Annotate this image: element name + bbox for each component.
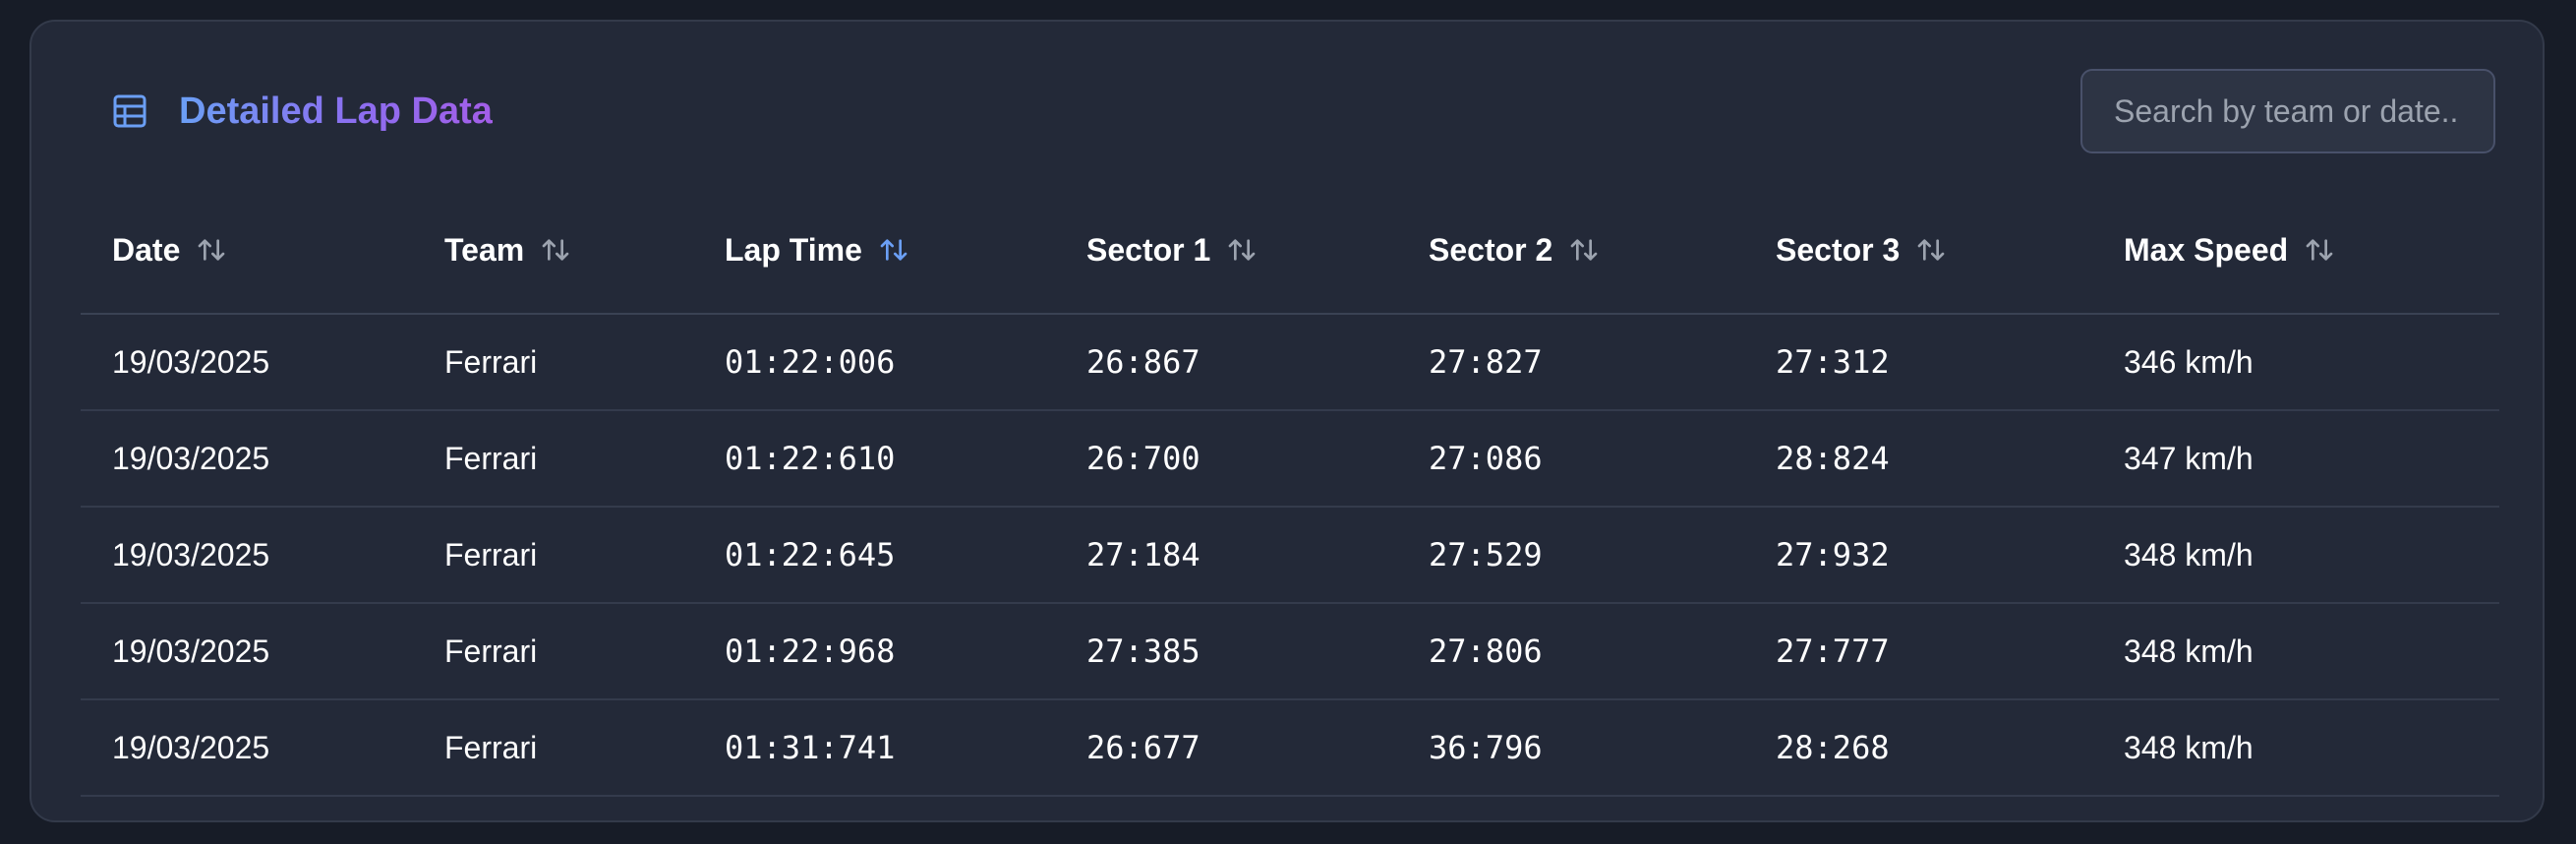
cell-sector2: 27:086 bbox=[1397, 410, 1744, 508]
cell-sector1: 26:867 bbox=[1055, 314, 1397, 411]
cell-lap-time: 01:31:741 bbox=[693, 699, 1055, 797]
cell-date: 19/03/2025 bbox=[81, 314, 413, 411]
lap-data-card: Detailed Lap Data Date Team Lap Time Sector… bbox=[29, 20, 2545, 822]
column-header-max-speed[interactable]: Max Speed bbox=[2092, 187, 2499, 315]
table-row[interactable]: 19/03/2025 Ferrari 01:22:610 26:700 27:086 28… bbox=[81, 410, 2499, 508]
cell-lap-time: 01:22:645 bbox=[693, 507, 1055, 604]
cell-sector3: 27:312 bbox=[1744, 314, 2092, 411]
column-header-date[interactable]: Date bbox=[81, 187, 413, 315]
lap-data-table: Date Team Lap Time Sector 1 Sector 2 Sector 3… bbox=[81, 187, 2499, 797]
table-row[interactable]: 19/03/2025 Ferrari 01:22:645 27:184 27:529 27… bbox=[81, 507, 2499, 604]
column-header-label: Date bbox=[112, 231, 181, 268]
cell-sector2: 36:796 bbox=[1397, 699, 1744, 797]
search-input[interactable] bbox=[2080, 69, 2495, 153]
column-header-label: Sector 3 bbox=[1776, 231, 1901, 268]
cell-team: Ferrari bbox=[413, 603, 693, 700]
column-header-sector3[interactable]: Sector 3 bbox=[1744, 187, 2092, 315]
column-header-inner: Sector 1 bbox=[1086, 232, 1258, 269]
cell-date: 19/03/2025 bbox=[81, 507, 413, 604]
column-header-label: Max Speed bbox=[2124, 231, 2289, 268]
column-header-label: Team bbox=[444, 231, 525, 268]
cell-date: 19/03/2025 bbox=[81, 603, 413, 700]
cell-date: 19/03/2025 bbox=[81, 699, 413, 797]
sort-arrows-icon[interactable] bbox=[196, 234, 227, 266]
cell-max-speed: 348 km/h bbox=[2092, 603, 2499, 700]
cell-sector1: 26:677 bbox=[1055, 699, 1397, 797]
cell-sector1: 26:700 bbox=[1055, 410, 1397, 508]
cell-sector3: 27:777 bbox=[1744, 603, 2092, 700]
cell-sector1: 27:385 bbox=[1055, 603, 1397, 700]
table-row[interactable]: 19/03/2025 Ferrari 01:22:006 26:867 27:827 27… bbox=[81, 314, 2499, 411]
column-header-inner: Date bbox=[112, 232, 227, 269]
cell-sector3: 28:268 bbox=[1744, 699, 2092, 797]
sort-arrows-icon[interactable] bbox=[1568, 234, 1600, 266]
sort-arrows-icon[interactable] bbox=[540, 234, 571, 266]
column-header-inner: Sector 3 bbox=[1776, 232, 1947, 269]
cell-sector1: 27:184 bbox=[1055, 507, 1397, 604]
cell-lap-time: 01:22:610 bbox=[693, 410, 1055, 508]
cell-sector2: 27:529 bbox=[1397, 507, 1744, 604]
cell-max-speed: 348 km/h bbox=[2092, 699, 2499, 797]
table-row[interactable]: 19/03/2025 Ferrari 01:22:968 27:385 27:806 27… bbox=[81, 603, 2499, 700]
sort-arrows-icon[interactable] bbox=[2304, 234, 2335, 266]
column-header-inner: Max Speed bbox=[2124, 232, 2335, 269]
column-header-label: Sector 1 bbox=[1086, 231, 1211, 268]
cell-max-speed: 348 km/h bbox=[2092, 507, 2499, 604]
sort-arrows-icon[interactable] bbox=[1226, 234, 1258, 266]
cell-sector3: 27:932 bbox=[1744, 507, 2092, 604]
cell-team: Ferrari bbox=[413, 507, 693, 604]
cell-date: 19/03/2025 bbox=[81, 410, 413, 508]
cell-team: Ferrari bbox=[413, 314, 693, 411]
sort-arrows-icon[interactable] bbox=[878, 234, 909, 266]
column-header-label: Sector 2 bbox=[1429, 231, 1553, 268]
column-header-inner: Lap Time bbox=[725, 232, 909, 269]
cell-team: Ferrari bbox=[413, 410, 693, 508]
cell-sector3: 28:824 bbox=[1744, 410, 2092, 508]
cell-max-speed: 346 km/h bbox=[2092, 314, 2499, 411]
cell-max-speed: 347 km/h bbox=[2092, 410, 2499, 508]
table-body: 19/03/2025 Ferrari 01:22:006 26:867 27:827 27… bbox=[81, 314, 2499, 797]
cell-lap-time: 01:22:968 bbox=[693, 603, 1055, 700]
column-header-sector2[interactable]: Sector 2 bbox=[1397, 187, 1744, 315]
cell-team: Ferrari bbox=[413, 699, 693, 797]
cell-lap-time: 01:22:006 bbox=[693, 314, 1055, 411]
cell-sector2: 27:827 bbox=[1397, 314, 1744, 411]
table-row[interactable]: 19/03/2025 Ferrari 01:31:741 26:677 36:796 28… bbox=[81, 699, 2499, 797]
page-title: Detailed Lap Data bbox=[179, 90, 493, 132]
title-group: Detailed Lap Data bbox=[110, 69, 493, 153]
column-header-sector1[interactable]: Sector 1 bbox=[1055, 187, 1397, 315]
column-header-inner: Sector 2 bbox=[1429, 232, 1600, 269]
column-header-label: Lap Time bbox=[725, 231, 862, 268]
column-header-inner: Team bbox=[444, 232, 571, 269]
table-icon bbox=[113, 94, 146, 128]
column-header-team[interactable]: Team bbox=[413, 187, 693, 315]
table-header-row: Date Team Lap Time Sector 1 Sector 2 Sector 3… bbox=[81, 187, 2499, 315]
column-header-lap-time[interactable]: Lap Time bbox=[693, 187, 1055, 315]
cell-sector2: 27:806 bbox=[1397, 603, 1744, 700]
card-header: Detailed Lap Data bbox=[81, 69, 2495, 153]
sort-arrows-icon[interactable] bbox=[1915, 234, 1947, 266]
